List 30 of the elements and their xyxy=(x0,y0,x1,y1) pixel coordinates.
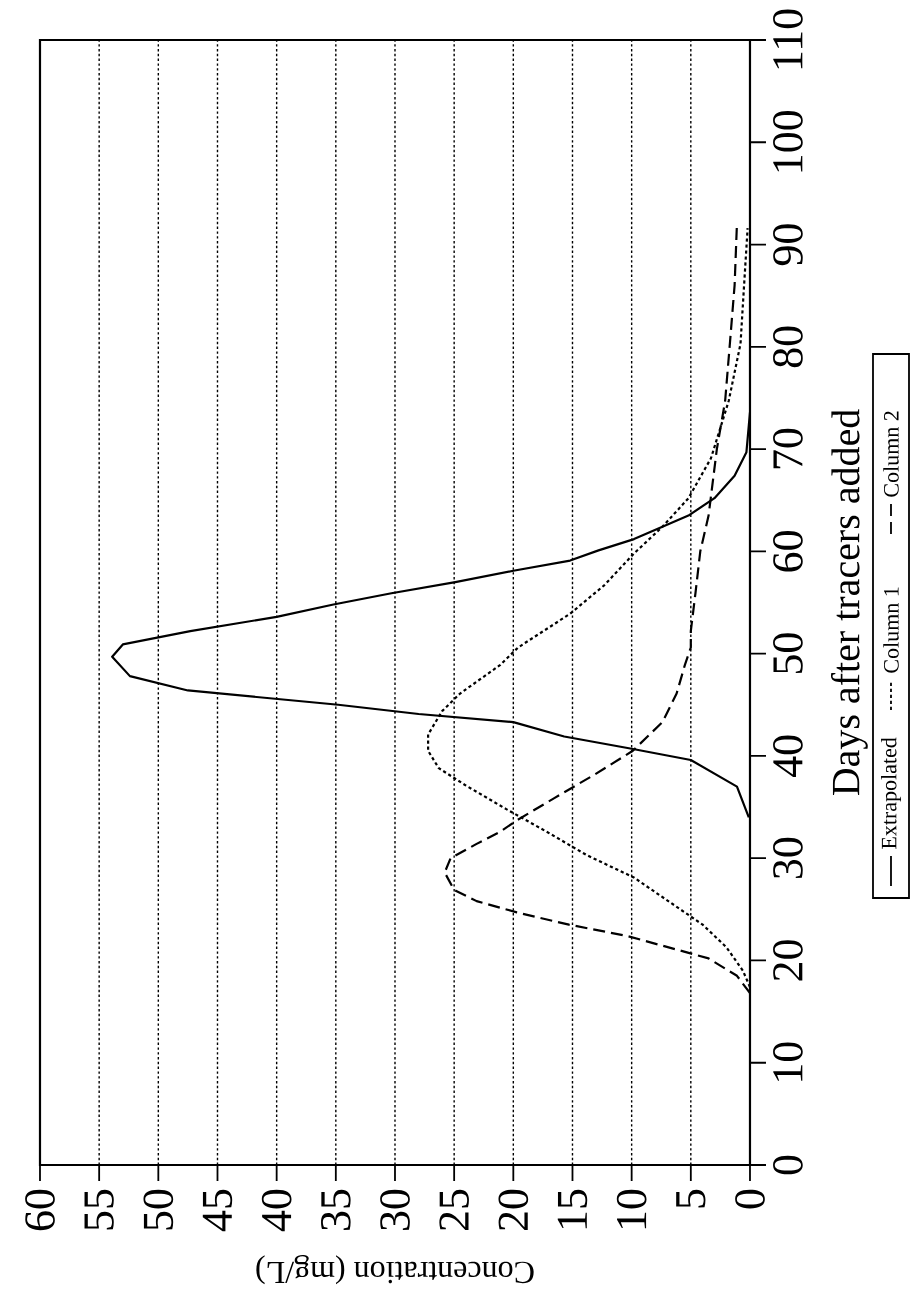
y-tick-label: 40 xyxy=(773,735,803,778)
x-tick-label: 30 xyxy=(380,1189,410,1230)
x-tick-label: 45 xyxy=(202,1189,233,1232)
y-tick-label: 110 xyxy=(773,9,803,69)
text: Extrapolated xyxy=(881,737,901,849)
y-tick-label: 10 xyxy=(773,1042,803,1081)
x-tick-label: 40 xyxy=(261,1189,292,1232)
x-tick-label: 60 xyxy=(25,1189,55,1231)
text: Column 2 xyxy=(883,411,899,497)
y-tick-label: 0 xyxy=(773,1155,803,1175)
y-tick-label: 70 xyxy=(773,428,803,469)
x-tick-label: 15 xyxy=(557,1189,588,1229)
y-tick-label: 20 xyxy=(773,940,803,981)
y-tick-label: 80 xyxy=(773,326,803,368)
y-tick-label: 50 xyxy=(773,633,803,674)
x-axis-title: Concentration (mg/L) xyxy=(256,1255,534,1285)
y-tick-label: 90 xyxy=(773,224,803,266)
x-tick-label: 5 xyxy=(676,1189,706,1208)
x-tick-label: 55 xyxy=(84,1189,114,1230)
x-tick-label: 35 xyxy=(321,1189,351,1230)
y-axis-title: Days after tracers added xyxy=(830,409,868,796)
x-tick-label: 10 xyxy=(616,1189,647,1229)
y-tick-label: 60 xyxy=(773,531,803,572)
y-tick-label: 30 xyxy=(773,837,803,879)
text: Column 1 xyxy=(883,587,899,673)
x-tick-label: 50 xyxy=(143,1189,174,1230)
x-tick-label: 20 xyxy=(498,1189,529,1231)
x-tick-label: 0 xyxy=(735,1189,765,1209)
x-tick-label: 25 xyxy=(439,1189,469,1231)
y-tick-label: 100 xyxy=(773,110,803,172)
